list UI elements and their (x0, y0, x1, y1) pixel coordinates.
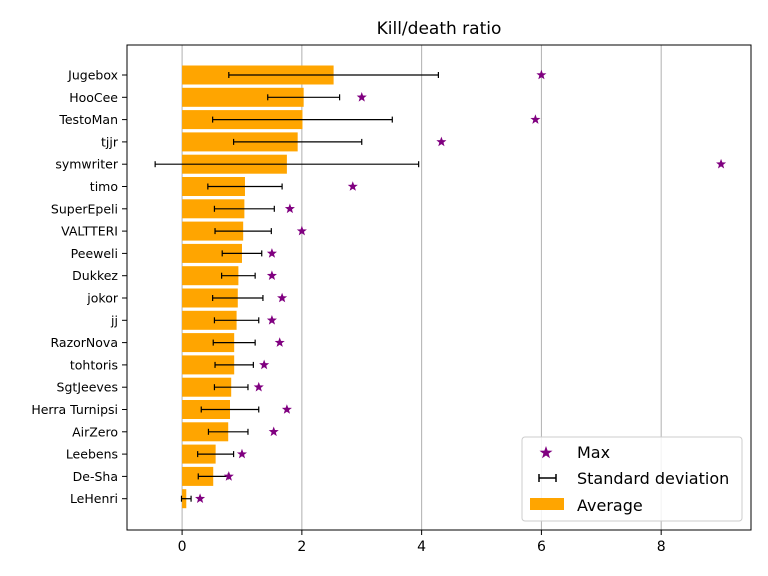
max-marker (236, 448, 248, 459)
y-axis: Jugebox HooCee TestoMan tjjr symwriter timo Su… (31, 68, 127, 506)
y-tick-label: Herra Turnipsi (31, 402, 118, 417)
max-marker (223, 471, 234, 481)
y-tick-label: timo (90, 179, 118, 194)
y-tick-label: RazorNova (51, 335, 118, 350)
bar-average (182, 288, 238, 308)
legend-box (521, 436, 743, 522)
max-marker (536, 69, 547, 80)
y-tick-label: jokor (86, 291, 119, 306)
max-marker (266, 248, 277, 258)
x-tick-label: 4 (417, 539, 426, 555)
max-marker (281, 404, 292, 414)
max-marker (268, 426, 279, 437)
legend-average-swatch (530, 498, 564, 510)
max-markers (195, 69, 727, 503)
bar-average (182, 377, 232, 397)
max-marker (253, 381, 264, 392)
x-tick-label: 6 (537, 539, 546, 555)
x-tick-label: 8 (657, 539, 666, 555)
y-tick-label: tjjr (101, 134, 119, 149)
max-marker (347, 181, 358, 191)
x-axis: 0 2 4 6 8 (178, 530, 666, 555)
y-tick-label: Leebens (66, 447, 118, 462)
bar-average (182, 266, 239, 286)
y-tick-label: De-Sha (73, 469, 118, 484)
y-tick-label: tohtoris (70, 357, 118, 372)
bar-average (182, 422, 229, 442)
bar-average (182, 243, 242, 263)
bar-average (182, 355, 235, 375)
x-tick-label: 0 (178, 539, 187, 555)
plot-frame (126, 44, 752, 531)
error-bars (154, 72, 440, 502)
max-marker (530, 114, 541, 124)
y-tick-label: TestoMan (58, 112, 118, 127)
max-marker (274, 337, 285, 347)
y-tick-label: AirZero (72, 424, 118, 439)
bars (182, 65, 334, 509)
max-marker (716, 158, 727, 169)
max-marker (296, 225, 307, 236)
max-marker (284, 203, 295, 214)
y-tick-label: Dukkez (72, 268, 118, 283)
x-tick-label: 2 (297, 539, 306, 555)
bar-average (182, 333, 235, 353)
legend-label-max: Max (577, 443, 610, 462)
y-tick-label: VALTTERI (61, 224, 118, 239)
y-tick-label: SuperEpeli (51, 201, 118, 216)
y-tick-label: LeHenri (70, 491, 118, 506)
bar-average (182, 310, 237, 330)
bar-average (182, 87, 304, 107)
y-tick-label: jj (110, 313, 118, 328)
y-tick-label: SgtJeeves (57, 380, 118, 395)
bar-average (182, 221, 244, 241)
y-tick-label: Jugebox (67, 68, 118, 83)
legend: Max Standard deviation Average (521, 436, 743, 522)
max-marker (259, 359, 270, 370)
max-marker (266, 315, 277, 325)
y-tick-label: symwriter (55, 157, 119, 172)
legend-max-marker (539, 446, 553, 459)
max-marker (436, 136, 447, 147)
y-tick-label: HooCee (69, 90, 118, 105)
chart-title: Kill/death ratio (377, 19, 502, 39)
max-marker (356, 92, 367, 102)
max-marker (266, 270, 277, 280)
y-tick-label: Peeweli (71, 246, 118, 261)
legend-label-average: Average (577, 496, 643, 515)
max-marker (277, 292, 288, 303)
legend-label-std: Standard deviation (577, 469, 729, 488)
max-marker (195, 493, 206, 503)
bar-average (182, 199, 245, 219)
